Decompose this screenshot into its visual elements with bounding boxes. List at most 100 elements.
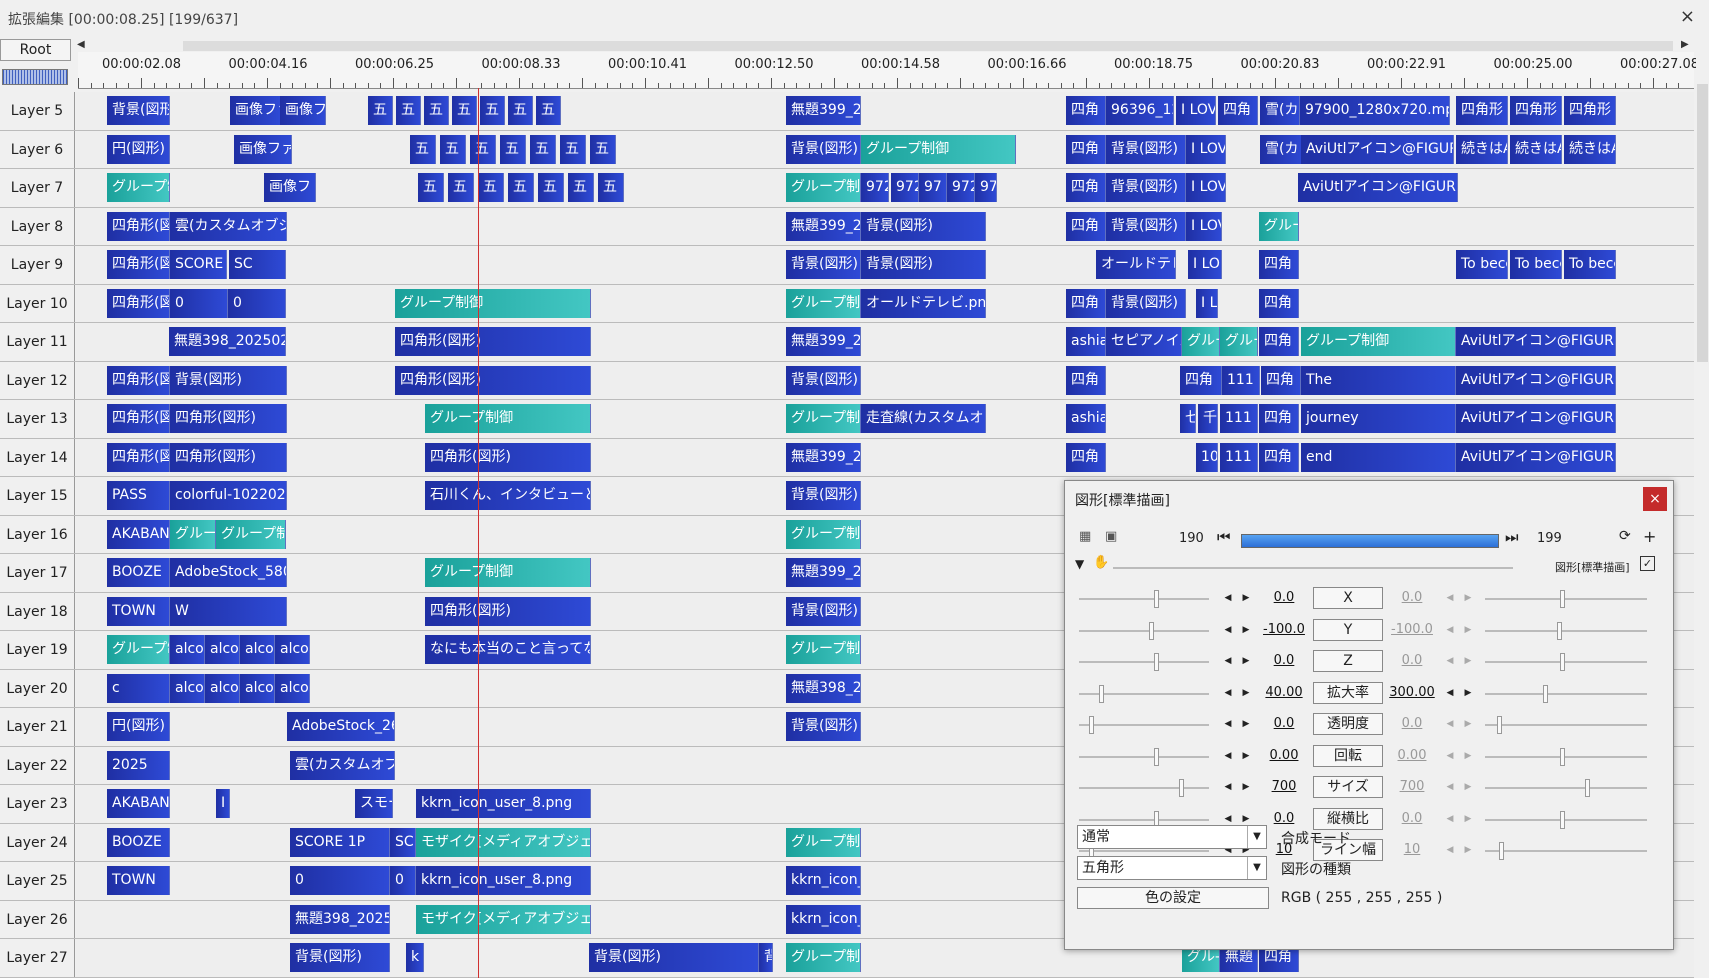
timeline-clip[interactable]: 背景(図形): [786, 250, 861, 279]
decrement-arrow-icon[interactable]: ◀: [1446, 719, 1454, 729]
timeline-clip[interactable]: 五: [508, 173, 534, 202]
timeline-clip[interactable]: 背景(図形): [786, 365, 861, 395]
timeline-clip[interactable]: 画像フ: [264, 173, 316, 202]
chevron-down-icon[interactable]: ▼: [1247, 826, 1266, 848]
param-right-track[interactable]: [1485, 787, 1647, 789]
increment-arrow-icon[interactable]: ▶: [1242, 845, 1250, 855]
timeline-clip[interactable]: 四角: [1066, 365, 1106, 395]
decrement-arrow-icon[interactable]: ◀: [1446, 624, 1454, 635]
param-left-value[interactable]: -100.0: [1263, 621, 1305, 637]
timeline-clip[interactable]: セピアノイズ(: [1106, 327, 1182, 356]
timeline-clip[interactable]: 五: [478, 173, 504, 202]
layer-lane[interactable]: 円(図形) 画像ファ五五五五五五五背景(図形) グループ制御 四角 背景(図形) I LO…: [76, 130, 1694, 168]
timeline-clip[interactable]: 四角: [1259, 442, 1299, 472]
timeline-clip[interactable]: 画像ファ: [230, 96, 282, 125]
timeline-clip[interactable]: 四角形(図: [107, 211, 170, 241]
param-left-knob[interactable]: [1089, 716, 1094, 734]
param-name-button[interactable]: 回転: [1313, 744, 1383, 767]
timeline-clip[interactable]: colorful-102202: [170, 481, 287, 510]
timeline-clip[interactable]: AviUtlアイコン@FIGURE(: [1456, 365, 1616, 395]
timeline-clip[interactable]: PASS: [107, 481, 170, 510]
timeline-clip[interactable]: TOWN: [107, 596, 170, 626]
timeline-clip[interactable]: グループ制御: [216, 519, 286, 549]
timeline-clip[interactable]: 972: [861, 173, 889, 202]
param-right-value[interactable]: -100.0: [1391, 621, 1433, 637]
timeline-clip[interactable]: 四角: [1066, 288, 1106, 318]
timeline-clip[interactable]: なにも本当のこと言ってな: [425, 635, 591, 664]
timeline-clip[interactable]: 四角: [1066, 211, 1106, 241]
timeline-clip[interactable]: グループ制御: [425, 404, 591, 433]
layer-label[interactable]: Layer 8: [0, 207, 75, 245]
param-left-track[interactable]: [1079, 661, 1209, 663]
timeline-clip[interactable]: 五: [598, 173, 624, 202]
root-button[interactable]: Root: [0, 39, 71, 61]
timeline-clip[interactable]: モザイク[メディアオブジェクト]: [416, 904, 591, 934]
blend-mode-select[interactable]: 通常 ▼: [1077, 825, 1267, 849]
timeline-clip[interactable]: グループ制御: [786, 635, 861, 664]
decrement-arrow-icon[interactable]: ◀: [1446, 656, 1454, 666]
increment-arrow-icon[interactable]: ▶: [1242, 687, 1250, 698]
layer-lane[interactable]: 四角形(図四角形(図形)グループ制御グループ制御走査線(カスタムオブashia七…: [76, 400, 1694, 438]
timeline-clip[interactable]: 四角形(図: [107, 288, 170, 318]
timeline-clip[interactable]: 石川くん、インタビューとか: [425, 481, 591, 510]
timeline-clip[interactable]: 五: [508, 96, 533, 125]
timeline-clip[interactable]: c: [107, 673, 170, 703]
timeline-clip[interactable]: 続きはA: [1564, 134, 1616, 164]
timeline-clip[interactable]: W: [170, 596, 287, 626]
param-right-value[interactable]: 300.00: [1389, 684, 1435, 700]
param-left-value[interactable]: 700: [1271, 779, 1297, 794]
timeline-clip[interactable]: 画像ファ: [234, 134, 292, 164]
layer-label[interactable]: Layer 24: [0, 823, 75, 861]
timeline-clip[interactable]: 無題398_202502: [169, 327, 286, 356]
layer-label[interactable]: Layer 6: [0, 130, 75, 168]
timeline-clip[interactable]: 111: [1220, 404, 1258, 433]
timeline-clip[interactable]: 五: [368, 96, 393, 125]
timeline-clip[interactable]: 四角: [1261, 365, 1301, 395]
decrement-arrow-icon[interactable]: ◀: [1224, 687, 1232, 698]
param-name-button[interactable]: X: [1313, 587, 1383, 609]
decrement-arrow-icon[interactable]: ◀: [1224, 782, 1232, 792]
timeline-clip[interactable]: 五: [568, 173, 594, 202]
timeline-clip[interactable]: 雲(カスタムオブジェ: [170, 211, 287, 241]
horizontal-scrollbar[interactable]: ◀ ▶: [75, 39, 1695, 53]
param-right-track[interactable]: [1485, 818, 1647, 821]
timeline-clip[interactable]: 972: [947, 173, 975, 202]
increment-arrow-icon[interactable]: ▶: [1242, 593, 1250, 603]
param-right-track[interactable]: [1485, 692, 1647, 695]
zoom-slider[interactable]: [2, 69, 68, 85]
vertical-scroll-thumb[interactable]: [1697, 84, 1708, 362]
decrement-arrow-icon[interactable]: ◀: [1446, 813, 1454, 824]
timeline-clip[interactable]: 四角形(図形): [425, 596, 591, 626]
decrement-arrow-icon[interactable]: ◀: [1446, 750, 1454, 761]
layer-label[interactable]: Layer 20: [0, 669, 75, 707]
timeline-clip[interactable]: グループ制御: [395, 288, 591, 318]
param-left-track[interactable]: [1079, 818, 1209, 821]
timeline-clip[interactable]: 四角形(図形): [425, 442, 591, 472]
decrement-arrow-icon[interactable]: ◀: [1224, 750, 1232, 761]
param-name-button[interactable]: 透明度: [1313, 713, 1383, 735]
timeline-clip[interactable]: kkrn_icon_: [786, 866, 861, 895]
layer-label[interactable]: Layer 13: [0, 400, 75, 438]
window-close-icon[interactable]: ×: [1679, 6, 1695, 27]
timeline-clip[interactable]: alco: [240, 635, 275, 664]
param-left-knob[interactable]: [1154, 653, 1159, 671]
timeline-clip[interactable]: BOOZE: [107, 558, 170, 587]
timeline-clip[interactable]: AdobeStock_26: [287, 712, 395, 741]
param-left-knob[interactable]: [1179, 779, 1184, 797]
param-right-track[interactable]: [1485, 661, 1647, 663]
timeline-clip[interactable]: 背景(図形: [107, 96, 170, 125]
timeline-clip[interactable]: To becc: [1564, 250, 1616, 279]
image-icon[interactable]: ▦: [1079, 529, 1092, 544]
timeline-clip[interactable]: alco: [275, 635, 310, 664]
next-keyframe-icon[interactable]: ⏭: [1505, 528, 1519, 546]
layer-label[interactable]: Layer 23: [0, 785, 75, 823]
param-name-button[interactable]: 縦横比: [1313, 807, 1383, 830]
timeline-clip[interactable]: 97: [919, 173, 947, 202]
increment-arrow-icon[interactable]: ▶: [1464, 656, 1472, 666]
timeline-clip[interactable]: 雪(カ: [1260, 96, 1300, 125]
timeline-clip[interactable]: 背景(図形): [861, 250, 986, 279]
layer-label[interactable]: Layer 7: [0, 169, 75, 207]
param-left-value[interactable]: 0.0: [1273, 716, 1295, 731]
prev-keyframe-icon[interactable]: ⏮: [1217, 528, 1231, 546]
param-left-value[interactable]: 0.0: [1273, 590, 1295, 605]
